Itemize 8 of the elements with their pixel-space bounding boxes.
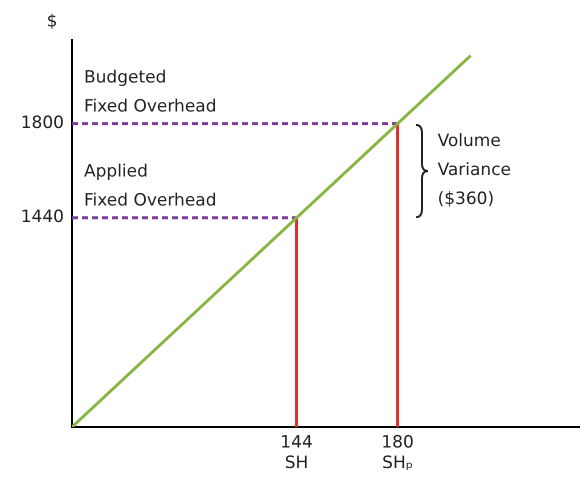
annotation: Budgeted Fixed Overhead [84,68,216,117]
x-tick-label: 144 SH [280,432,313,474]
x-tick-label: 180 SHₚ [381,432,414,474]
annotation: Volume Variance ($360) [438,131,512,210]
y-axis-title: $ [46,11,58,32]
y-tick-label: 1800 [20,113,64,134]
annotation: Applied Fixed Overhead [84,162,216,211]
y-tick-label: 1440 [20,207,64,228]
